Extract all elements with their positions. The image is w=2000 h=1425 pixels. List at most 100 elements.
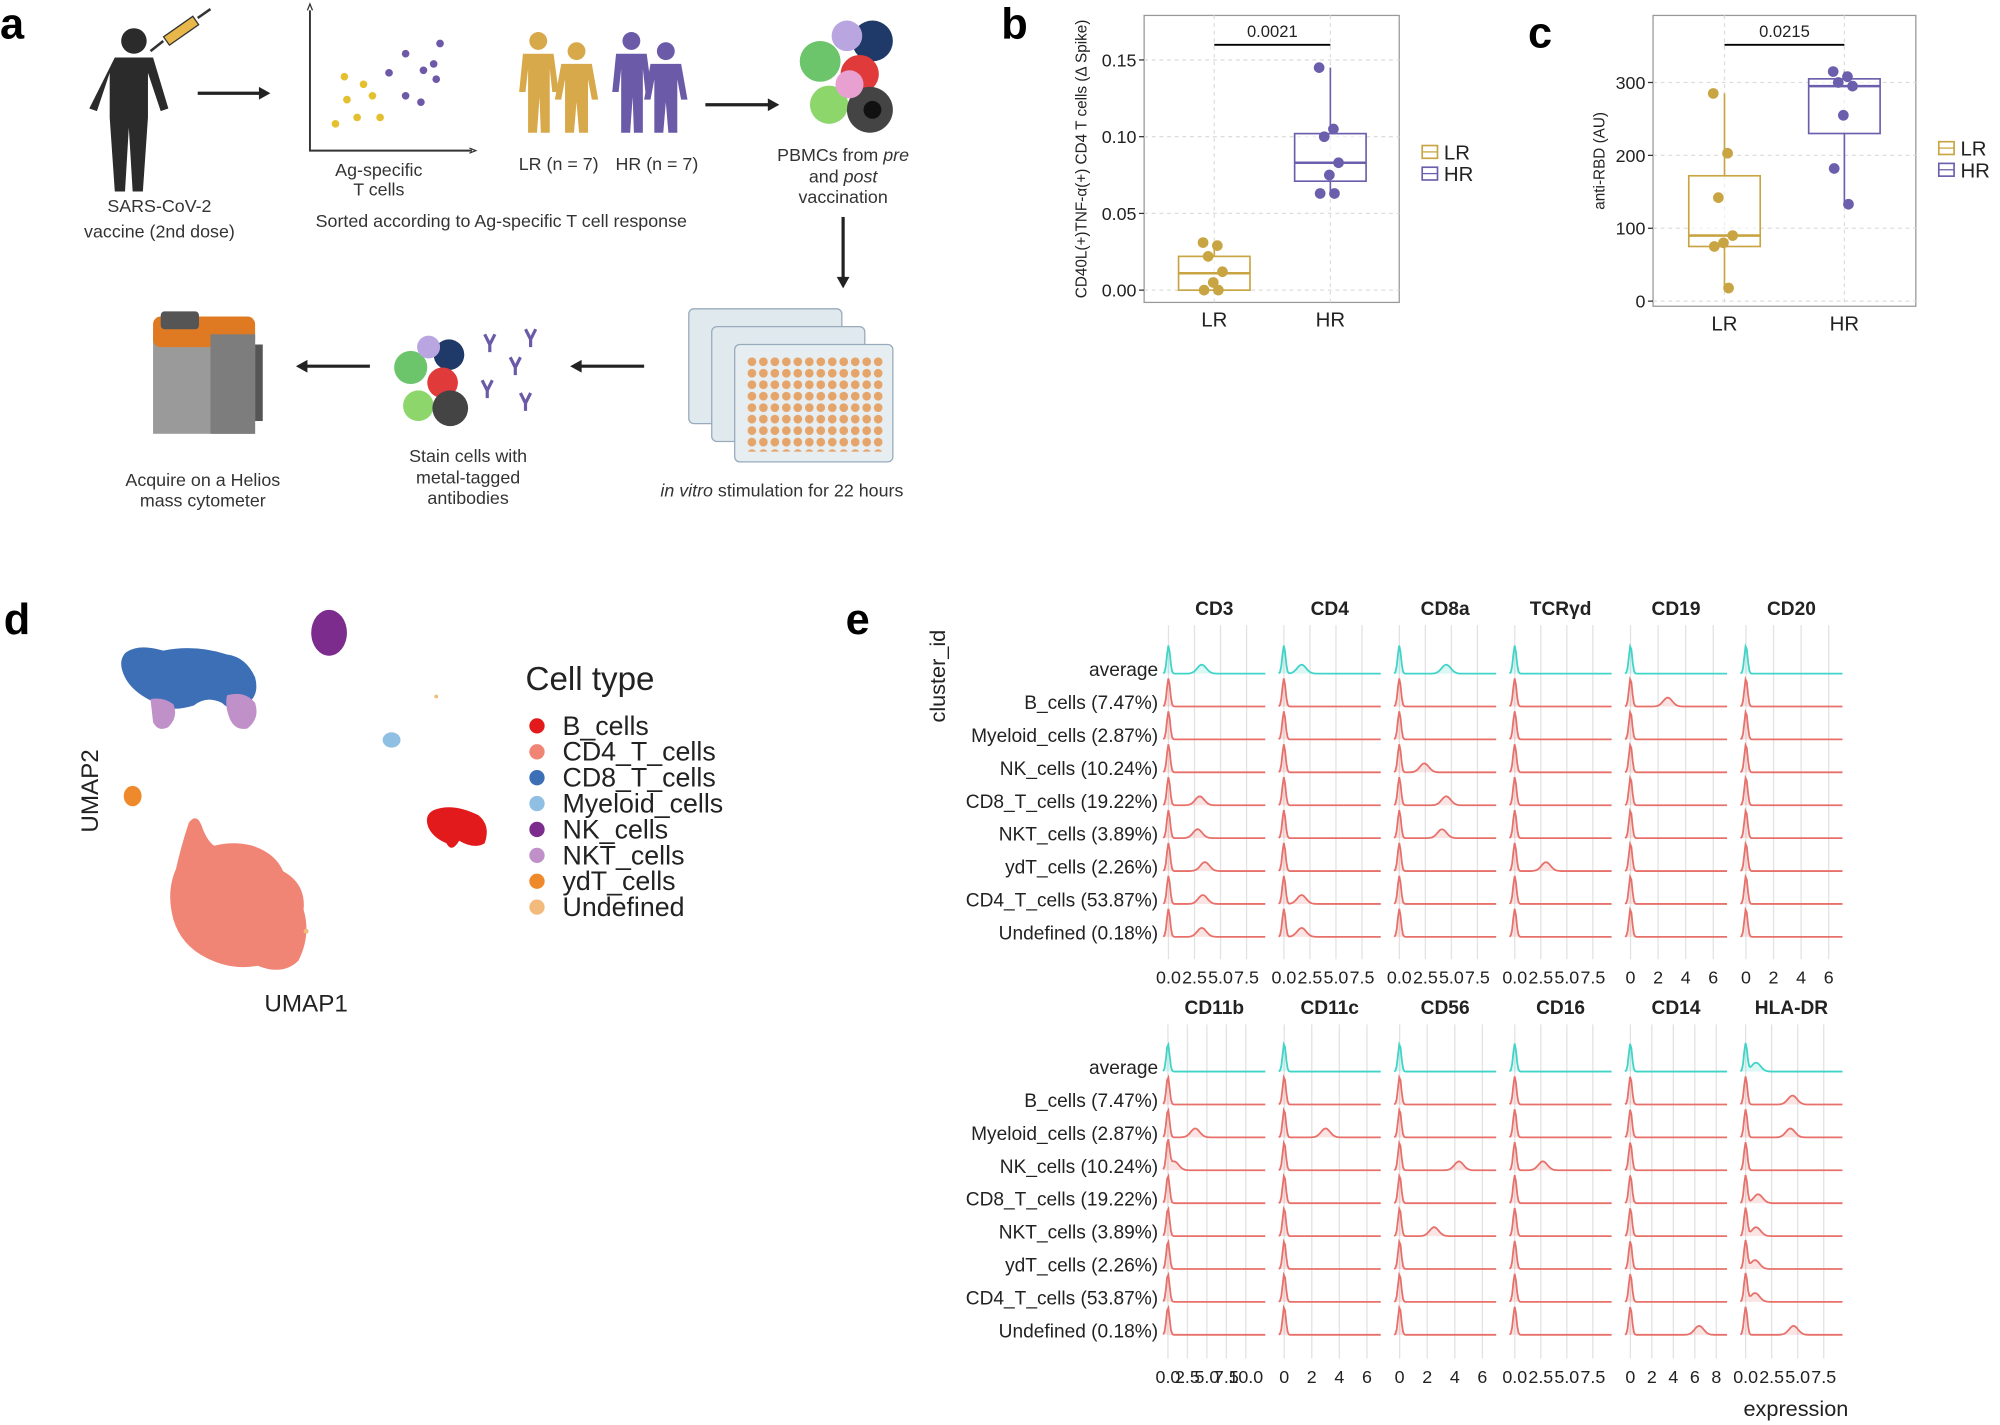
- density-curve: [1162, 1173, 1266, 1205]
- density-curve: [1162, 875, 1266, 905]
- density-fill: [1394, 1176, 1497, 1204]
- density-fill: [1740, 1175, 1843, 1204]
- density-curve: [1739, 1142, 1843, 1172]
- density-fill: [1625, 778, 1728, 806]
- density-curve: [1162, 1304, 1266, 1336]
- x-tick-label: 0: [1279, 1367, 1289, 1387]
- density-curve: [1508, 875, 1612, 905]
- x-tick-label: 2.5: [1182, 968, 1207, 988]
- density-curve: [1624, 1142, 1728, 1172]
- arrow-head: [570, 359, 582, 373]
- x-tick-label: 8: [1711, 1367, 1721, 1387]
- density-curve: [1278, 1304, 1381, 1336]
- density-fill: [1163, 1307, 1266, 1335]
- x-tick-label: 4: [1681, 968, 1691, 988]
- density-curve: [1739, 1272, 1843, 1303]
- step-text: Acquire on a Helios: [125, 470, 280, 490]
- row-label: ydT_cells (2.26%): [1005, 1256, 1158, 1277]
- x-tick-label: HR: [1830, 313, 1859, 335]
- arrow-head: [295, 359, 308, 373]
- density-fill: [1163, 1110, 1266, 1138]
- cluster-blob: [121, 647, 257, 709]
- x-tick-label: 5.0: [1194, 1367, 1219, 1387]
- density-fill: [1625, 1274, 1728, 1302]
- x-tick-label: 6: [1824, 968, 1834, 988]
- density-fill: [1625, 1241, 1728, 1270]
- data-point: [1827, 66, 1839, 77]
- data-point: [1333, 157, 1344, 169]
- cluster-blob: [123, 785, 142, 807]
- density-curve: [1508, 1109, 1612, 1139]
- density-fill: [1163, 711, 1266, 740]
- step-text: metal-tagged: [416, 468, 520, 488]
- density-curve: [1278, 1139, 1381, 1172]
- density-fill: [1394, 1274, 1497, 1302]
- density-curve: [1162, 1205, 1266, 1237]
- data-point: [1828, 163, 1840, 174]
- x-tick-label: 0.0: [1387, 968, 1412, 988]
- x-tick-label: 0.0: [1156, 968, 1181, 988]
- density-fill: [1394, 842, 1497, 872]
- row-label: B_cells (7.47%): [1024, 693, 1158, 714]
- density-curve: [1624, 1273, 1728, 1303]
- legend-key: [529, 770, 545, 786]
- density-curve: [1508, 645, 1612, 675]
- legend-label: NK_cells: [563, 814, 669, 844]
- data-point: [1202, 251, 1214, 262]
- density-fill: [1740, 909, 1843, 937]
- panel-label: c: [1528, 9, 1552, 57]
- y-tick-label: 0.10: [1102, 127, 1137, 147]
- x-tick-label: 5.0: [1785, 1367, 1810, 1387]
- box: [1807, 78, 1881, 135]
- density-fill: [1509, 908, 1612, 937]
- density-fill: [1278, 1307, 1381, 1335]
- plot-frame: [1652, 14, 1917, 307]
- density-fill: [1394, 1208, 1497, 1237]
- x-tick-label: 5.0: [1554, 968, 1579, 988]
- density-fill: [1163, 842, 1266, 872]
- density-curve: [1508, 1142, 1612, 1172]
- legend-key: [529, 744, 545, 760]
- data-point: [1843, 198, 1854, 210]
- group-label: HR (n = 7): [615, 154, 698, 174]
- x-tick-label: 2.5: [1528, 1367, 1553, 1387]
- row-label: Myeloid_cells (2.87%): [971, 726, 1158, 747]
- x-tick-label: 5.0: [1324, 968, 1349, 988]
- x-tick-label: 6: [1477, 1367, 1487, 1387]
- density-fill: [1625, 646, 1728, 674]
- people-lr-icon: [519, 32, 599, 133]
- density-curve: [1624, 1109, 1728, 1139]
- x-tick-label: 2.5: [1175, 1367, 1200, 1387]
- facet-title: CD11c: [1300, 998, 1359, 1019]
- density-fill: [1278, 1143, 1381, 1171]
- density-curve: [1278, 744, 1381, 774]
- x-tick-label: 4: [1796, 968, 1806, 988]
- data-point: [1198, 284, 1210, 296]
- density-fill: [1163, 744, 1266, 773]
- data-point: [1832, 77, 1844, 88]
- umap-plot: [121, 609, 487, 970]
- density-curve: [1278, 776, 1381, 807]
- density-fill: [1509, 1043, 1612, 1072]
- row-label: CD8_T_cells (19.22%): [966, 1190, 1158, 1211]
- x-axis-label: UMAP1: [264, 991, 347, 1018]
- x-tick-label: 10.0: [1228, 1367, 1263, 1387]
- density-curve: [1739, 840, 1843, 872]
- x-tick-label: 2: [1422, 1367, 1432, 1387]
- density-curve: [1739, 1207, 1843, 1237]
- density-fill: [1278, 678, 1381, 707]
- x-tick-label: 6: [1362, 1367, 1372, 1387]
- workflow-diagram: a SARS-CoV-2 vaccine (2nd dose) Ag-speci…: [0, 0, 909, 510]
- facet-title: CD3: [1195, 599, 1233, 620]
- density-curve: [1278, 1238, 1381, 1270]
- density-curve: [1739, 708, 1843, 741]
- data-point: [1847, 80, 1858, 92]
- density-curve: [1278, 711, 1381, 741]
- y-tick-label: 0.00: [1102, 281, 1137, 301]
- density-curve: [1624, 741, 1728, 774]
- density-fill: [1163, 875, 1266, 904]
- density-curve: [1624, 774, 1728, 807]
- data-point: [1708, 241, 1720, 252]
- legend-label: ydT_cells: [563, 866, 676, 896]
- density-fill: [1163, 645, 1266, 674]
